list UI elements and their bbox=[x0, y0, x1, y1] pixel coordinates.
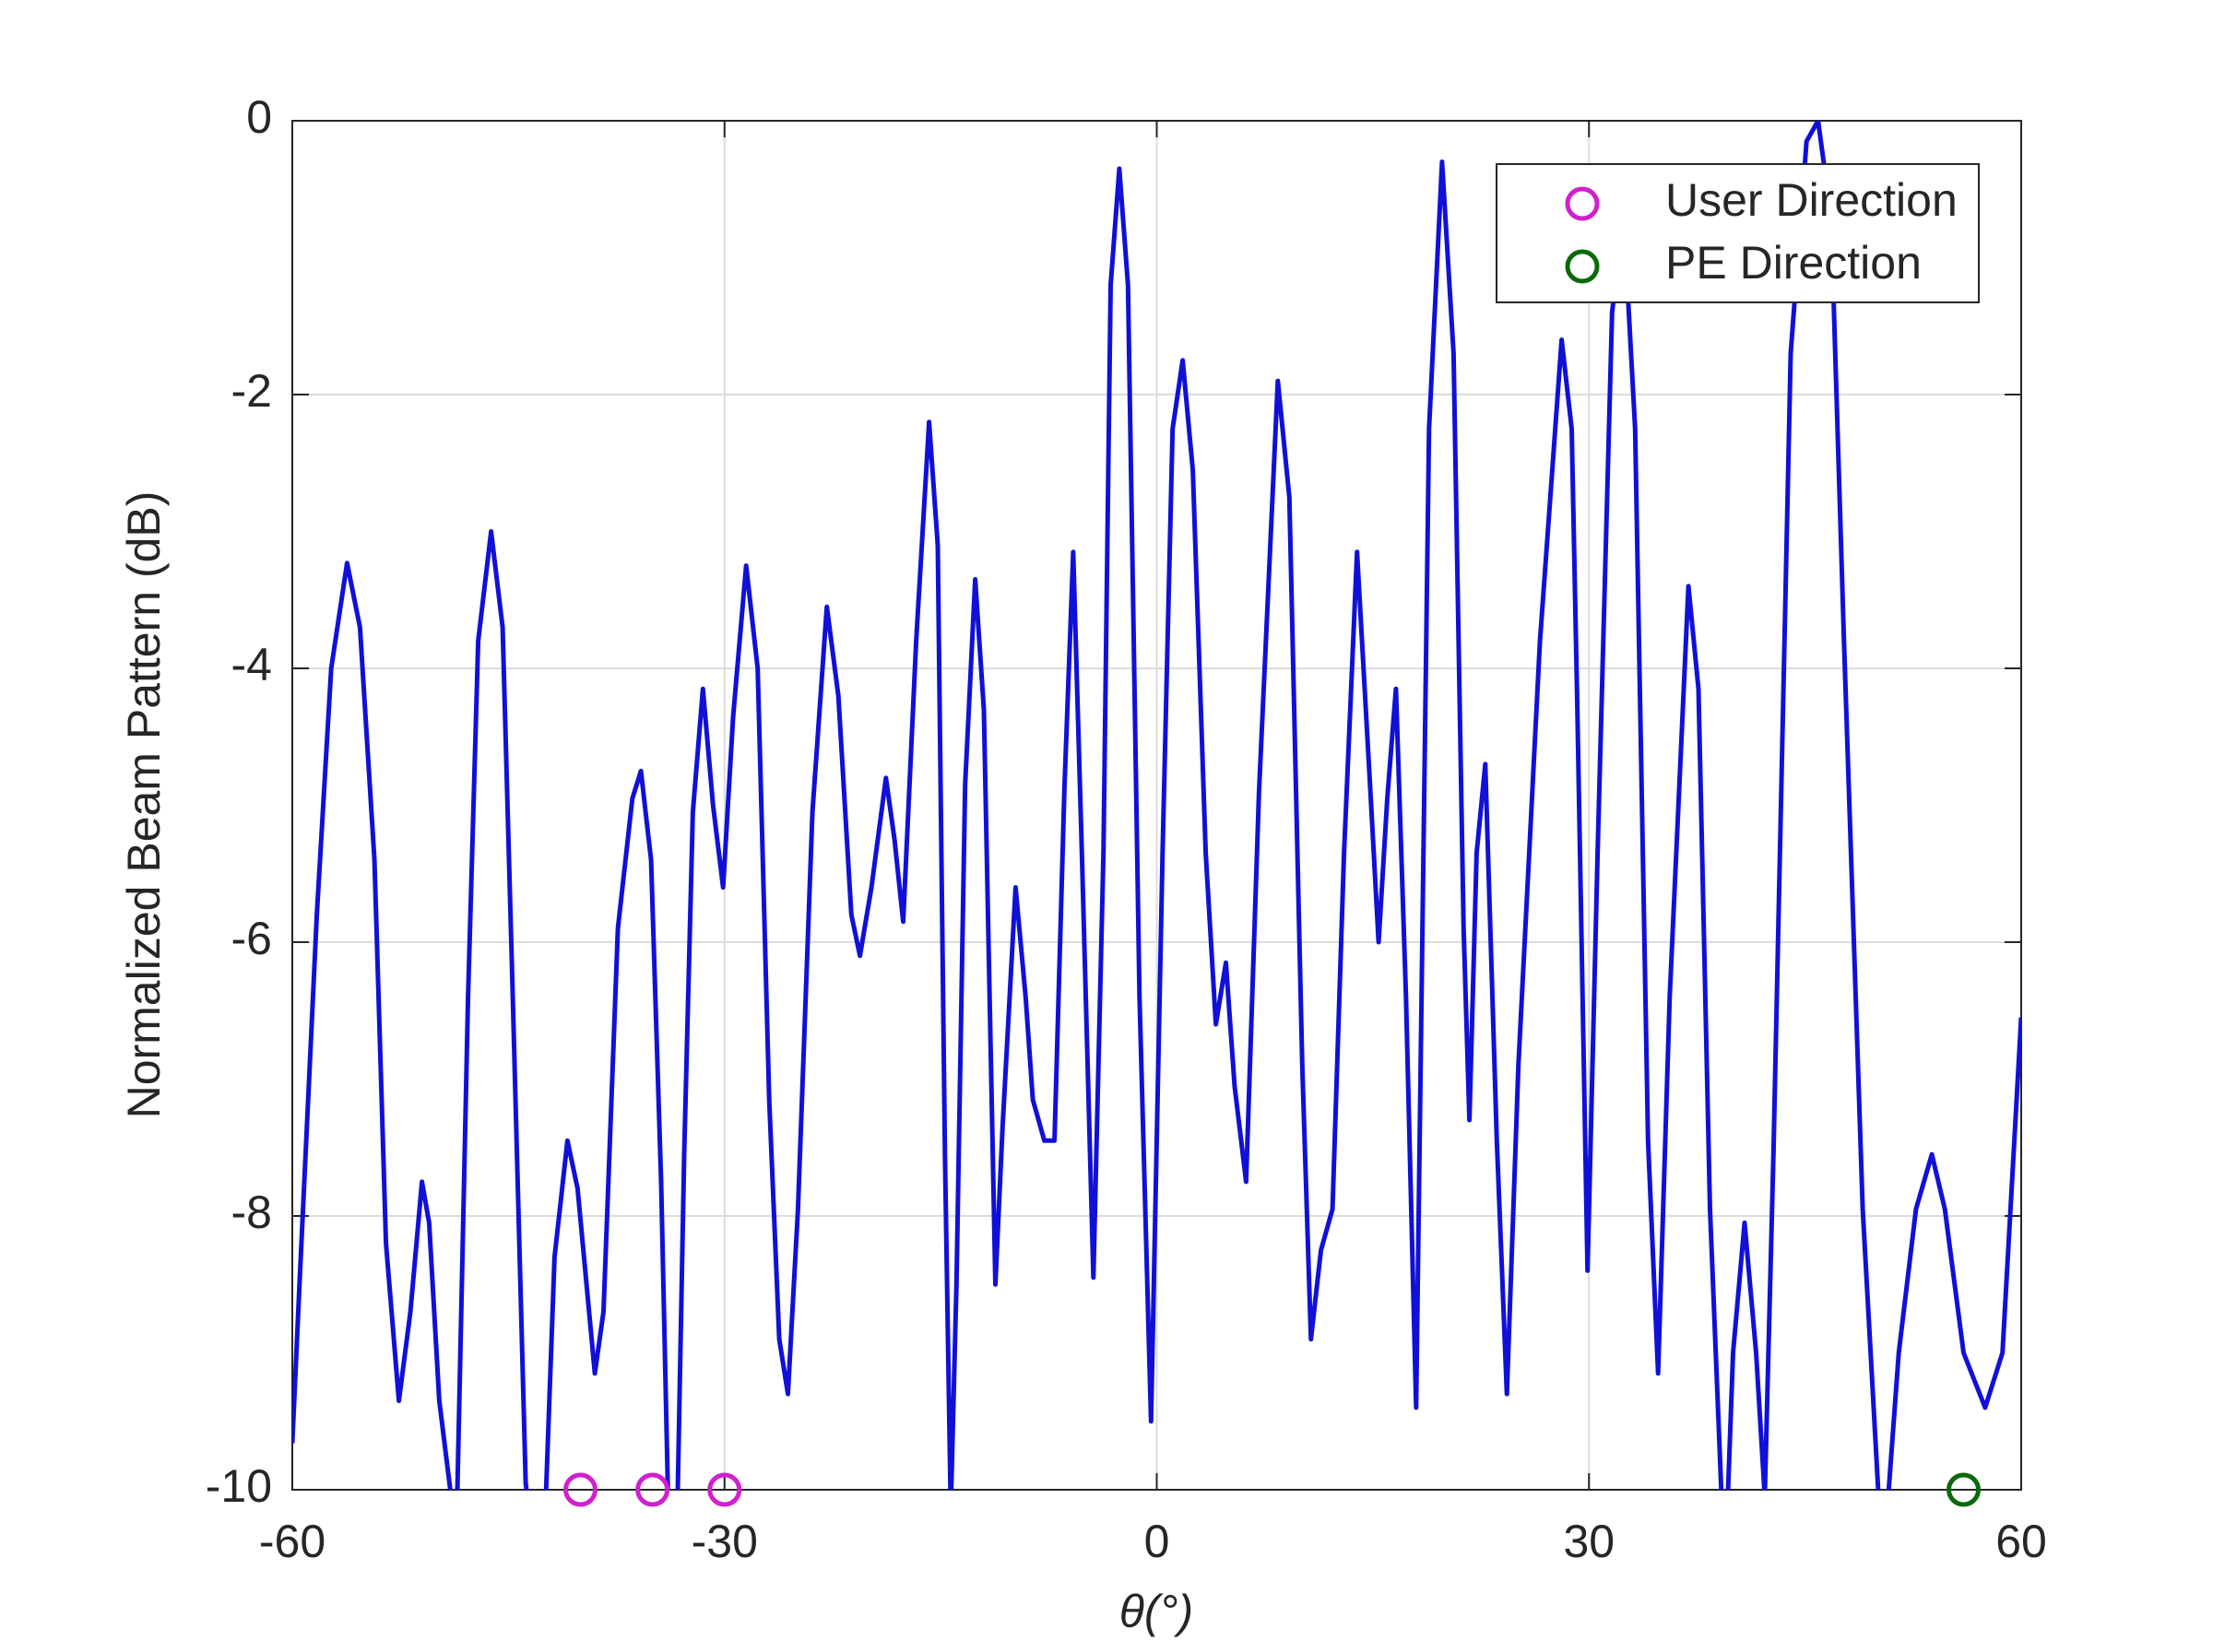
direction-marker bbox=[707, 1472, 742, 1507]
x-axis-label: θ(°) bbox=[1119, 1586, 1193, 1637]
legend-label: PE Direction bbox=[1665, 237, 1922, 289]
y-tick-label: -4 bbox=[231, 639, 272, 690]
x-tick-label: 0 bbox=[1144, 1516, 1170, 1567]
direction-marker bbox=[635, 1472, 670, 1507]
direction-marker bbox=[563, 1472, 598, 1507]
y-tick-label: -8 bbox=[231, 1186, 272, 1238]
y-tick-label: 0 bbox=[246, 91, 272, 143]
x-tick-label: 30 bbox=[1563, 1516, 1615, 1567]
y-tick-label: -10 bbox=[206, 1460, 272, 1512]
y-tick-label: -2 bbox=[231, 365, 272, 417]
x-tick-label: 60 bbox=[1995, 1516, 2047, 1567]
x-tick-label: -60 bbox=[259, 1516, 325, 1567]
y-tick-label: -6 bbox=[231, 913, 272, 964]
legend-label: User Direction bbox=[1665, 174, 1958, 226]
axes-box bbox=[291, 120, 2022, 1491]
beam-pattern-line bbox=[292, 121, 2021, 1490]
legend-marker bbox=[1565, 249, 1600, 284]
legend-marker bbox=[1565, 186, 1600, 221]
y-axis-label: Normalized Beam Pattern (dB) bbox=[118, 491, 170, 1119]
x-tick-label: -30 bbox=[692, 1516, 758, 1567]
direction-marker bbox=[1947, 1472, 1981, 1507]
